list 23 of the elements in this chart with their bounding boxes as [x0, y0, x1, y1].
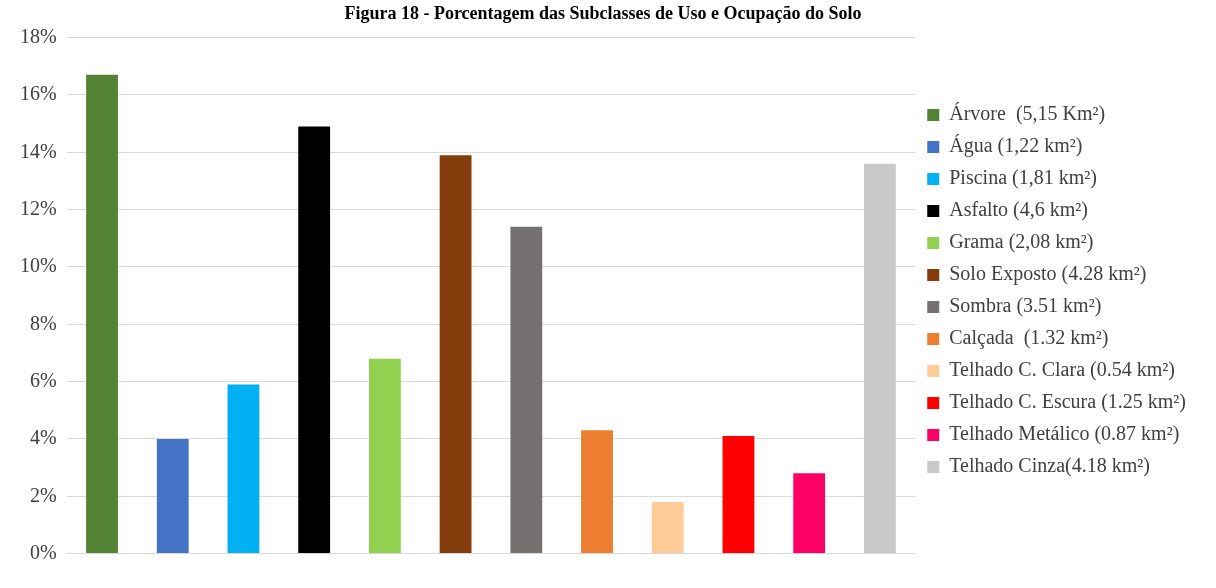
y-tick-label: 10% [19, 254, 57, 277]
legend-label: Telhado C. Clara (0.54 km²) [949, 358, 1175, 382]
y-tick-label: 4% [29, 426, 57, 449]
y-tick-label: 12% [19, 196, 57, 219]
y-tick-label: 18% [19, 24, 57, 47]
y-tick-label: 6% [29, 368, 57, 391]
y-tick-label: 0% [29, 540, 57, 563]
legend-label: Grama (2,08 km²) [949, 230, 1094, 254]
legend-label: Árvore (5,15 Km²) [949, 102, 1106, 126]
y-tick-label: 2% [29, 483, 57, 506]
legend-label: Piscina (1,81 km²) [949, 166, 1097, 190]
legend-label: Solo Exposto (4.28 km²) [949, 262, 1147, 286]
legend-label: Asfalto (4,6 km²) [949, 198, 1088, 222]
legend-label: Telhado Cinza(4.18 km²) [949, 454, 1150, 478]
legend-label: Sombra (3.51 km²) [949, 294, 1102, 318]
y-tick-label: 14% [19, 139, 57, 162]
y-tick-label: 8% [29, 311, 57, 334]
legend-label: Telhado Metálico (0.87 km²) [949, 422, 1180, 446]
chart-title: Figura 18 - Porcentagem das Subclasses de Uso e Ocupação do Solo [344, 3, 862, 24]
legend-label: Água (1,22 km²) [949, 134, 1083, 158]
y-tick-label: 16% [19, 82, 57, 105]
legend-label: Calçada (1.32 km²) [949, 326, 1109, 350]
legend-label: Telhado C. Escura (1.25 km²) [949, 390, 1187, 414]
